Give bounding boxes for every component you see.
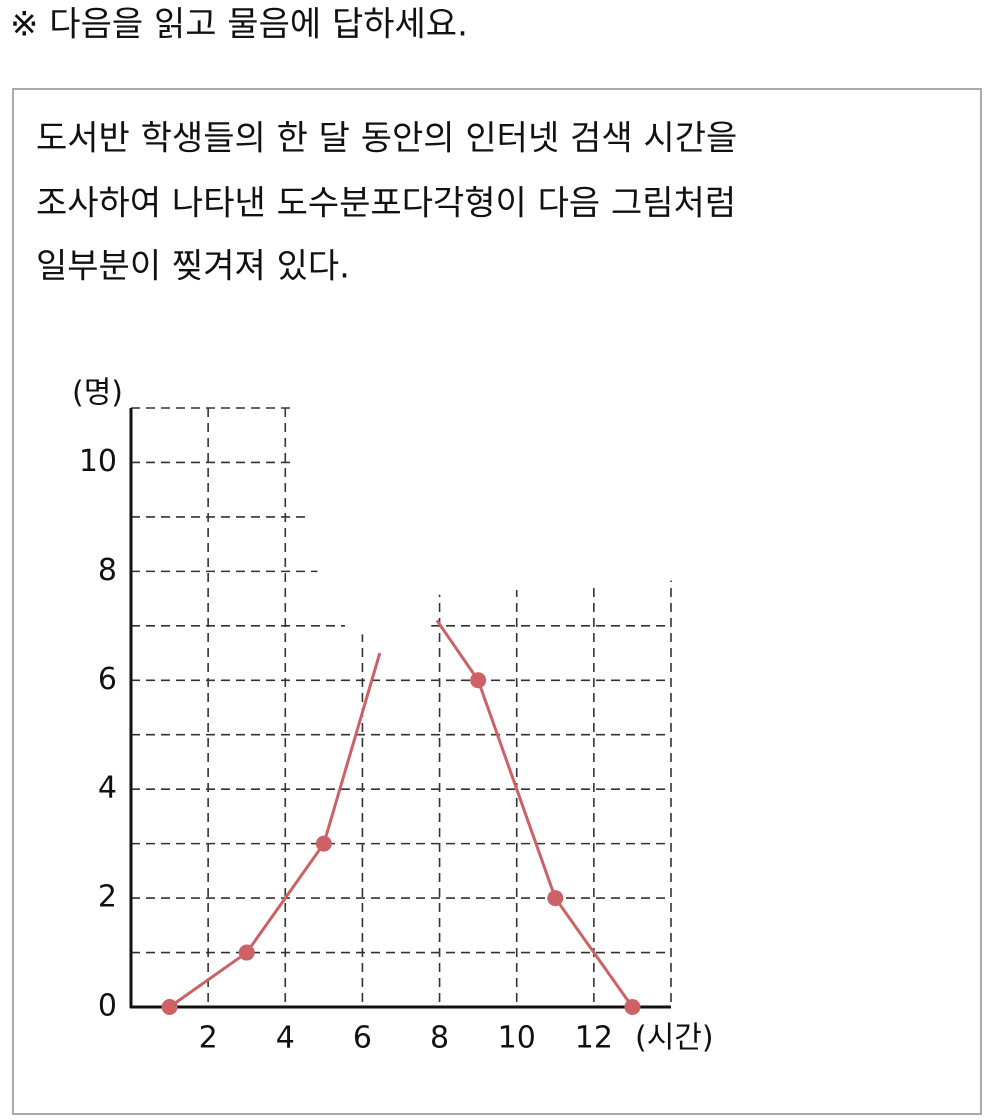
y-tick-label: 10 — [79, 444, 117, 479]
grid — [131, 407, 672, 1007]
data-point — [315, 835, 332, 852]
x-tick-label: 2 — [199, 1021, 218, 1056]
x-tick-label: 6 — [353, 1021, 372, 1056]
problem-line: 조사하여 나타낸 도수분포다각형이 다음 그림처럼 — [36, 184, 736, 224]
y-tick-label: 6 — [98, 662, 117, 697]
y-tick-label: 4 — [98, 771, 117, 806]
data-line — [435, 619, 634, 1008]
data-point — [238, 944, 255, 961]
y-tick-label: 8 — [98, 553, 117, 588]
data-line — [168, 652, 382, 1009]
data-point — [547, 890, 564, 907]
y-tick-label: 0 — [98, 989, 117, 1024]
data-point — [624, 999, 641, 1015]
plot: 0 2 4 6 8 10 2 4 6 8 10 12 (명) (시간) — [72, 376, 714, 1056]
x-axis-label: (시간) — [635, 1021, 714, 1056]
x-tick-label: 12 — [575, 1021, 613, 1056]
instruction: ※ 다음을 읽고 물음에 답하세요. — [10, 5, 468, 45]
problem-box — [12, 88, 982, 1115]
problem-line: 도서반 학생들의 한 달 동안의 인터넷 검색 시간을 — [36, 119, 737, 159]
x-tick-label: 4 — [276, 1021, 295, 1056]
y-axis-label: (명) — [72, 376, 123, 411]
x-tick-label: 8 — [430, 1021, 449, 1056]
x-tick-label: 10 — [498, 1021, 536, 1056]
problem-line: 일부분이 찢겨져 있다. — [36, 247, 350, 287]
data-point — [161, 999, 178, 1015]
y-tick-label: 2 — [98, 880, 117, 915]
data-point — [470, 672, 487, 689]
